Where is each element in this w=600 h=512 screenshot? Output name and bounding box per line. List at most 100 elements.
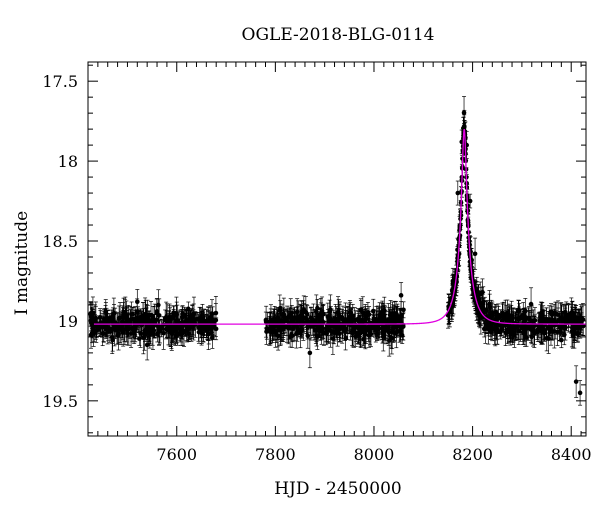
- data-point: [194, 317, 199, 322]
- data-point: [563, 325, 568, 331]
- y-tick-label: 18.5: [42, 232, 78, 251]
- data-point: [90, 310, 96, 316]
- data-point: [340, 317, 346, 323]
- data-point: [275, 333, 281, 339]
- data-point: [108, 315, 114, 320]
- data-point: [93, 315, 99, 321]
- data-point: [352, 317, 358, 323]
- data-point: [279, 318, 285, 324]
- data-point: [528, 301, 534, 307]
- data-point: [309, 316, 315, 322]
- data-point: [294, 317, 300, 322]
- data-point: [142, 331, 147, 336]
- data-point: [110, 337, 115, 343]
- data-point: [121, 310, 126, 315]
- data-point: [480, 300, 486, 306]
- data-point: [188, 317, 194, 322]
- y-tick-label: 17.5: [42, 72, 78, 91]
- data-point: [369, 326, 375, 331]
- x-tick-label: 8000: [354, 445, 395, 464]
- data-point: [180, 311, 185, 317]
- data-point: [135, 299, 140, 305]
- data-point: [167, 328, 173, 333]
- data-point: [339, 325, 345, 330]
- data-point: [144, 318, 149, 323]
- data-point: [572, 316, 578, 322]
- data-point: [213, 310, 219, 316]
- data-point: [264, 329, 269, 334]
- data-point: [287, 334, 293, 340]
- data-point: [204, 325, 209, 330]
- data-point: [492, 327, 498, 333]
- data-point: [559, 318, 565, 323]
- y-axis-label-group: I magnitude: [12, 211, 32, 315]
- data-point: [484, 322, 490, 327]
- data-point: [282, 314, 287, 320]
- data-point: [516, 328, 522, 334]
- data-point: [275, 327, 281, 333]
- data-point: [320, 325, 325, 331]
- data-point: [524, 335, 529, 340]
- data-point: [370, 308, 376, 314]
- data-point: [546, 336, 551, 342]
- data-points: [88, 96, 586, 406]
- data-point: [297, 313, 303, 319]
- axis-ticks: [88, 62, 586, 436]
- data-point: [307, 350, 313, 356]
- data-point: [326, 327, 331, 332]
- data-point: [156, 324, 161, 329]
- data-point: [579, 317, 585, 323]
- data-point: [101, 331, 107, 337]
- data-point: [150, 331, 156, 336]
- data-point: [144, 342, 150, 348]
- data-point: [575, 325, 581, 331]
- data-point: [336, 319, 341, 325]
- data-point: [301, 307, 307, 313]
- data-point: [398, 314, 404, 319]
- y-tick-label: 18: [58, 152, 78, 171]
- x-tick-label: 8400: [551, 445, 592, 464]
- data-point: [138, 331, 143, 336]
- data-point: [163, 314, 169, 320]
- data-point: [400, 324, 406, 329]
- data-point: [129, 312, 134, 317]
- data-point: [523, 315, 529, 321]
- x-tick-label: 7800: [255, 445, 296, 464]
- x-axis-label: HJD - 2450000: [274, 479, 402, 499]
- data-point: [180, 324, 185, 330]
- data-point: [398, 319, 403, 325]
- data-point: [314, 333, 319, 338]
- data-point: [306, 319, 312, 325]
- data-point: [161, 330, 166, 336]
- data-point: [305, 324, 310, 330]
- data-point: [305, 333, 311, 339]
- data-point: [173, 333, 179, 339]
- data-point: [385, 317, 391, 322]
- data-point: [103, 327, 109, 332]
- data-point: [500, 313, 505, 319]
- chart-title: OGLE-2018-BLG-0114: [242, 25, 435, 45]
- data-point: [210, 318, 216, 323]
- data-point: [199, 331, 205, 336]
- data-point: [295, 324, 300, 330]
- data-point: [137, 318, 143, 324]
- data-point: [569, 329, 575, 334]
- data-point: [174, 312, 180, 317]
- data-point: [327, 309, 332, 314]
- data-point: [312, 327, 318, 333]
- data-point: [213, 326, 219, 332]
- data-point: [131, 328, 137, 333]
- x-tick-label: 7600: [156, 445, 197, 464]
- data-point: [124, 318, 130, 324]
- data-point: [576, 321, 581, 326]
- data-point: [117, 315, 123, 321]
- data-point: [528, 324, 534, 330]
- axis-tick-labels: 7600 7800 8000 8200 8400 17.5 18 18.5 19 19.5: [42, 72, 591, 464]
- data-point: [184, 328, 189, 333]
- data-point: [539, 318, 545, 323]
- data-point: [154, 309, 160, 314]
- data-point: [277, 305, 283, 311]
- data-point: [373, 327, 379, 332]
- data-point: [360, 318, 365, 323]
